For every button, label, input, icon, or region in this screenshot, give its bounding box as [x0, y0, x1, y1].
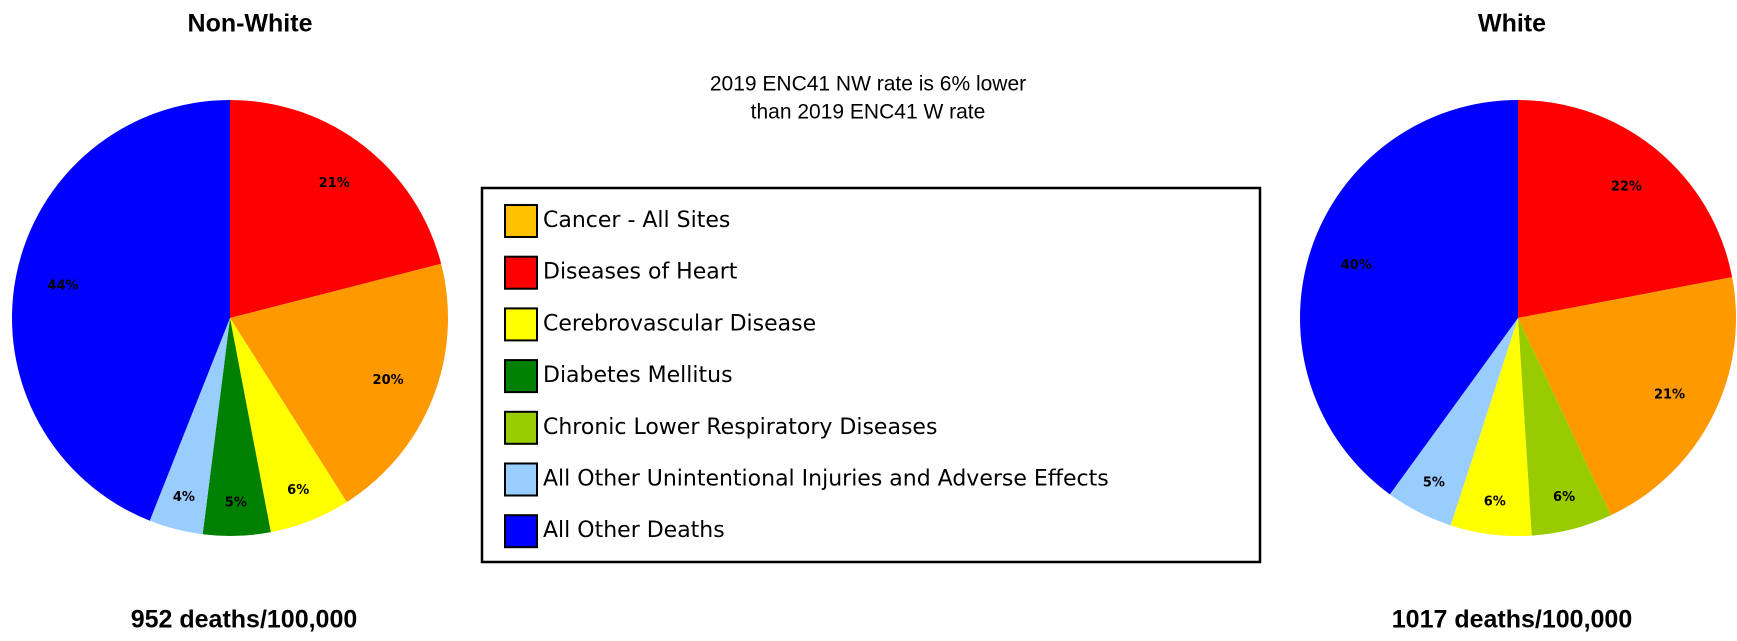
data-label: 22%: [1611, 179, 1642, 194]
data-label: 6%: [287, 483, 309, 498]
legend-label: Chronic Lower Respiratory Diseases: [543, 415, 937, 440]
pie-slice: [1518, 277, 1736, 516]
legend-label: Diabetes Mellitus: [543, 363, 733, 388]
legend-label: All Other Deaths: [543, 518, 725, 543]
data-label: 21%: [319, 176, 350, 191]
pie-slice: [1299, 100, 1518, 495]
pie-slice: [230, 100, 442, 318]
data-label: 6%: [1484, 494, 1506, 509]
pie-slice: [230, 318, 347, 533]
data-label: 44%: [47, 279, 78, 294]
legend-label: Cerebrovascular Disease: [543, 311, 816, 336]
legend-swatch: [504, 410, 538, 445]
data-label: 5%: [1423, 476, 1445, 491]
data-label: 6%: [1553, 490, 1575, 505]
pie-slice: [202, 318, 271, 536]
legend-swatch: [504, 255, 538, 290]
legend-label: Diseases of Heart: [543, 260, 738, 285]
chart-caption: 952 deaths/100,000: [131, 606, 358, 634]
legend-box: [480, 186, 1262, 564]
data-label: 21%: [1654, 388, 1685, 403]
legend-label: Cancer - All Sites: [543, 208, 730, 233]
note: 2019 ENC41 NW rate is 6% lower: [710, 73, 1026, 96]
legend-label: All Other Unintentional Injuries and Adv…: [543, 467, 1109, 492]
pie-slice: [1518, 100, 1733, 318]
note: than 2019 ENC41 W rate: [751, 101, 986, 124]
legend-swatch: [504, 307, 538, 342]
data-label: 40%: [1341, 258, 1372, 273]
pie-slice: [149, 318, 230, 535]
data-label: 20%: [373, 373, 404, 388]
data-label: 5%: [225, 496, 247, 511]
pie-slice: [1450, 318, 1532, 536]
chart-title: White: [1478, 10, 1546, 38]
pie-slice: [1389, 318, 1518, 526]
data-label: 4%: [173, 490, 195, 505]
legend-swatch: [504, 359, 538, 394]
pie-slice: [230, 263, 448, 503]
legend-swatch: [504, 462, 538, 497]
legend-swatch: [504, 514, 538, 549]
chart-caption: 1017 deaths/100,000: [1392, 606, 1632, 634]
legend-swatch: [504, 204, 538, 238]
pie-slice: [11, 100, 230, 521]
chart-title: Non-White: [188, 10, 313, 38]
pie-slice: [1518, 318, 1611, 536]
